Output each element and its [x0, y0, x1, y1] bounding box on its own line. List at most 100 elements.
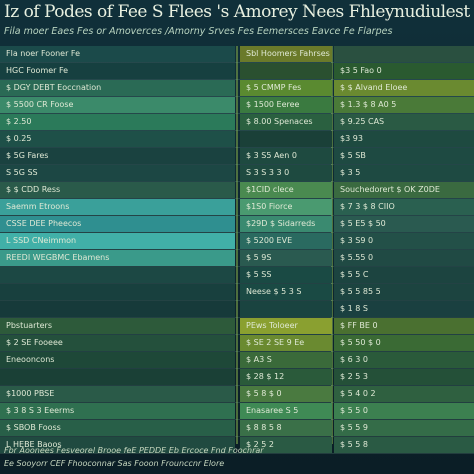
table-cell: Enasaree S 5 — [240, 403, 332, 419]
table-cell — [334, 46, 474, 62]
table-cell: $1000 PBSE — [0, 386, 235, 402]
table-row: $ 5 SS $ 5 5 C — [0, 267, 474, 284]
table-cell: $ SBOB Fooss — [0, 420, 235, 436]
table-row: L HEBE Baoos $ 2 5 2 $ 5 5 8 — [0, 437, 474, 454]
table-cell: $ 28 $ 12 — [240, 369, 332, 385]
table-cell: $29D $ Sidarreds — [240, 216, 332, 232]
divider — [236, 46, 238, 444]
table-row: $ 3 8 S 3 Eeerms Enasaree S 5 $ 5 5 0 — [0, 403, 474, 420]
table-row: L SSD CNeimmon $ 5200 EVE $ 3 S9 0 — [0, 233, 474, 250]
table-row: $ 5G Fares $ 3 S5 Aen 0 $ 5 SB — [0, 148, 474, 165]
table-cell — [0, 284, 235, 300]
divider — [331, 46, 333, 444]
table-row: $ $ CDD Ress $1CID clece Souchedorert $ OK… — [0, 182, 474, 199]
table-cell: REEDI WEGBMC Ebamens — [0, 250, 235, 266]
table-cell: L HEBE Baoos — [0, 437, 235, 453]
table-row: $ 1 8 S — [0, 301, 474, 318]
table-row: $ 5500 CR Foose $ 1500 Eeree $ 1.3 $ 8 A0 … — [0, 97, 474, 114]
table-cell: $3 5 Fao 0 — [334, 63, 474, 79]
table-cell — [0, 267, 235, 283]
table-cell: Souchedorert $ OK Z0DE — [334, 182, 474, 198]
table-cell: $ 5500 CR Foose — [0, 97, 235, 113]
footer-line: Ee Sooyorr CEF Fhooconnar Sas Fooon Frou… — [4, 459, 225, 468]
table-cell: S 3 S 3 3 0 — [240, 165, 332, 181]
table-cell: $ 5 5 9 — [334, 420, 474, 436]
table-row: CSSE DEE Pheecos $29D $ Sidarreds $ 5 E5 $… — [0, 216, 474, 233]
table-cell: $ A3 S — [240, 352, 332, 368]
table-cell — [0, 369, 235, 385]
table-cell: Fla noer Fooner Fe — [0, 46, 235, 62]
table-row: $ 2 SE Fooeee $ SE 2 SE 9 Ee $ 5 50 $ 0 — [0, 335, 474, 352]
table-cell: $ 8.00 Spenaces — [240, 114, 332, 130]
table-row: $ 2.50 $ 8.00 Spenaces $ 9.25 CAS — [0, 114, 474, 131]
table-cell: $ 9.25 CAS — [334, 114, 474, 130]
table-row: Pbstuarters PEws Toloeer $ FF BE 0 — [0, 318, 474, 335]
table-row: Neese $ 5 3 S $ 5 5 85 5 — [0, 284, 474, 301]
table-cell: $3 93 — [334, 131, 474, 147]
table-cell: $ 1500 Eeree — [240, 97, 332, 113]
table-row: $ 0.25 $3 93 — [0, 131, 474, 148]
table-cell: $1S0 Fiorce — [240, 199, 332, 215]
table-cell: $ 5 SB — [334, 148, 474, 164]
table-cell: $ 2 SE Fooeee — [0, 335, 235, 351]
table-cell: Sbl Hoomers Fahrses — [240, 46, 332, 62]
table-row: Fla noer Fooner Fe Sbl Hoomers Fahrses — [0, 46, 474, 63]
table-cell: $ 2 5 2 — [240, 437, 332, 453]
table-cell: $ 5.55 0 — [334, 250, 474, 266]
table-cell: Neese $ 5 3 S — [240, 284, 332, 300]
table-cell: $ 5 50 $ 0 — [334, 335, 474, 351]
table-cell: Eneooncons — [0, 352, 235, 368]
subtitle: Fila moer Eaes Fes or Amoverces /Amorny … — [4, 26, 393, 37]
table-cell: Saemm Etroons — [0, 199, 235, 215]
table-cell: $ $ Alvand Eloee — [334, 80, 474, 96]
table: Fla noer Fooner Fe Sbl Hoomers Fahrses HGC… — [0, 46, 474, 454]
table-cell: $ 3 5 — [334, 165, 474, 181]
table-cell: $ 5200 EVE — [240, 233, 332, 249]
table-row: Saemm Etroons $1S0 Fiorce $ 7 3 $ 8 CIIO — [0, 199, 474, 216]
table-cell: $ 5 5 0 — [334, 403, 474, 419]
table-cell: $ 5 E5 $ 50 — [334, 216, 474, 232]
table-cell: $ 3 S9 0 — [334, 233, 474, 249]
table-cell: $ DGY DEBT Eoccnation — [0, 80, 235, 96]
table-cell: $ 5G Fares — [0, 148, 235, 164]
table-cell: $ FF BE 0 — [334, 318, 474, 334]
table-row: $ SBOB Fooss $ 8 8 5 8 $ 5 5 9 — [0, 420, 474, 437]
table-cell: $ 5 8 $ 0 — [240, 386, 332, 402]
table-cell: CSSE DEE Pheecos — [0, 216, 235, 232]
table-row: S 5G SS S 3 S 3 3 0 $ 3 5 — [0, 165, 474, 182]
table-row: $ DGY DEBT Eoccnation $ 5 CMMP Fes $ $ Alv… — [0, 80, 474, 97]
table-cell: $ 1 8 S — [334, 301, 474, 317]
table-cell: $ 2 5 3 — [334, 369, 474, 385]
table-cell: $ 2.50 — [0, 114, 235, 130]
table-cell: $ 3 8 S 3 Eeerms — [0, 403, 235, 419]
table-cell: $ 3 S5 Aen 0 — [240, 148, 332, 164]
table-row: Eneooncons $ A3 S $ 6 3 0 — [0, 352, 474, 369]
table-cell: $ 5 5 85 5 — [334, 284, 474, 300]
table-row: REEDI WEGBMC Ebamens $ 5 9S $ 5.55 0 — [0, 250, 474, 267]
table-cell: PEws Toloeer — [240, 318, 332, 334]
table-cell — [240, 301, 332, 317]
footer-line: Fbr Aoonees Fesveorel Brooe feE PEDDE Eb… — [4, 446, 264, 455]
table-cell — [0, 301, 235, 317]
table-cell: $1CID clece — [240, 182, 332, 198]
table-cell: HGC Foomer Fe — [0, 63, 235, 79]
table-cell: S 5G SS — [0, 165, 235, 181]
table-cell: $ SE 2 SE 9 Ee — [240, 335, 332, 351]
table-cell: $ $ CDD Ress — [0, 182, 235, 198]
table-cell: Pbstuarters — [0, 318, 235, 334]
table-cell: $ 6 3 0 — [334, 352, 474, 368]
table-cell: $ 1.3 $ 8 A0 5 — [334, 97, 474, 113]
table-row: $1000 PBSE $ 5 8 $ 0 $ 5 4 0 2 — [0, 386, 474, 403]
table-cell — [240, 131, 332, 147]
table-cell: $ 7 3 $ 8 CIIO — [334, 199, 474, 215]
table-cell: $ 5 9S — [240, 250, 332, 266]
table-cell: $ 5 5 8 — [334, 437, 474, 453]
table-cell: $ 8 8 5 8 — [240, 420, 332, 436]
table-cell: L SSD CNeimmon — [0, 233, 235, 249]
table-cell: $ 5 SS — [240, 267, 332, 283]
table-cell: $ 5 5 C — [334, 267, 474, 283]
title: Iz of Podes of Fee S Flees 's Amorey Nee… — [4, 2, 474, 22]
table-cell: $ 5 4 0 2 — [334, 386, 474, 402]
table-cell — [240, 63, 332, 79]
